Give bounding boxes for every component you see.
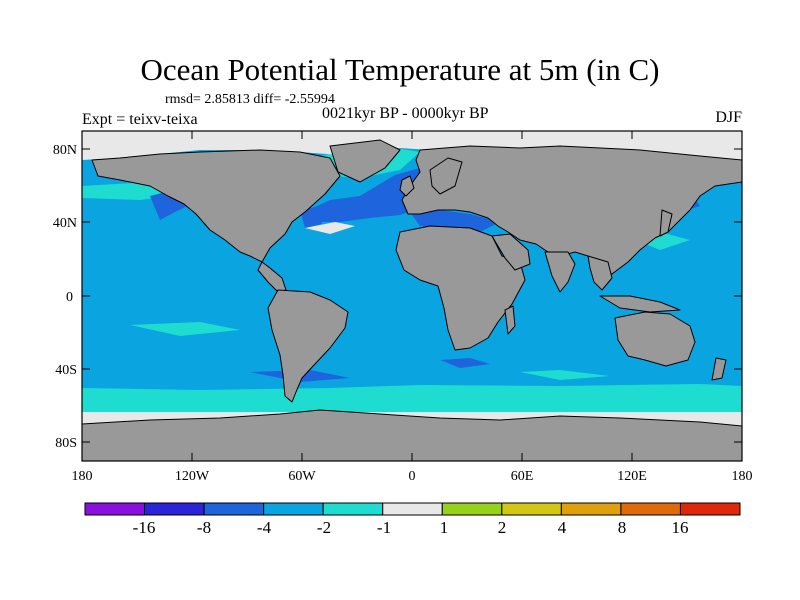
land-new-zealand (711, 357, 727, 381)
colorbar-label: -4 (257, 518, 272, 537)
land-australia (614, 311, 696, 367)
period-label: 0021kyr BP - 0000kyr BP (322, 105, 489, 122)
map-area (82, 131, 742, 461)
lon-tick-label: 60W (288, 469, 316, 484)
latitude-labels: 80N 40N 0 40S 80S (53, 143, 77, 451)
colorbar-label: -16 (133, 518, 156, 537)
lat-tick-label: 40N (53, 216, 77, 231)
latitude-axis (82, 148, 742, 443)
lon-tick-label: 120W (175, 469, 210, 484)
lon-tick-label: 60E (511, 469, 534, 484)
land-india (544, 251, 576, 293)
colorbar-swatch (382, 502, 443, 516)
colorbar-swatch (679, 502, 741, 516)
colorbar-swatch (322, 502, 384, 516)
land-arabia (491, 233, 531, 271)
land-madagascar (504, 305, 516, 335)
anomaly-band-indian-ocean (520, 370, 610, 380)
colorbar-label: 16 (672, 518, 689, 537)
land-masses (82, 139, 742, 461)
neutral-gulf-stream (305, 222, 355, 234)
colorbar-swatch (263, 502, 324, 516)
anomaly-deep-southern (250, 358, 490, 382)
lat-tick-label: 40S (55, 363, 77, 378)
colorbar-swatch (620, 502, 681, 516)
lat-tick-label: 80S (55, 436, 77, 451)
land-north-america (91, 149, 341, 263)
colorbar-swatch (560, 502, 622, 516)
statistics-label: rmsd= 2.85813 diff= -2.55994 (165, 92, 335, 107)
lon-tick-label: 120E (617, 469, 647, 484)
colorbar-label: -8 (197, 518, 211, 537)
colorbar-label: 4 (558, 518, 567, 537)
lon-tick-label: 180 (732, 469, 753, 484)
colorbar-swatch (144, 502, 205, 516)
anomaly-band-south-pacific (130, 322, 240, 336)
anomaly-band-north-pacific (82, 182, 170, 200)
colorbar-swatch (441, 502, 503, 516)
longitude-axis (81, 131, 743, 461)
land-japan (659, 209, 673, 237)
colorbar-label: -2 (317, 518, 331, 537)
colorbar-label: 2 (498, 518, 507, 537)
lon-tick-label: 0 (409, 469, 416, 484)
neutral-arctic (82, 131, 742, 165)
colorbar-swatch (501, 502, 562, 516)
map-title: Ocean Potential Temperature at 5m (in C) (140, 52, 660, 87)
colorbar-labels: -16 -8 -4 -2 -1 1 2 4 8 16 (133, 518, 689, 537)
colorbar-label: -1 (377, 518, 391, 537)
season-label: DJF (715, 109, 742, 126)
land-indonesia (599, 295, 681, 313)
land-southeast-asia (587, 255, 613, 291)
longitude-labels: 180 120W 60W 0 60E 120E 180 (72, 469, 753, 484)
land-greenland (329, 139, 401, 183)
colorbar (84, 502, 741, 516)
colorbar-swatch (203, 502, 265, 516)
land-scandinavia (429, 157, 463, 195)
lat-tick-label: 80N (53, 143, 77, 158)
land-antarctica (82, 409, 742, 461)
colorbar-label: 8 (618, 518, 627, 537)
colorbar-label: 1 (440, 518, 449, 537)
land-british-isles (399, 175, 415, 197)
lon-tick-label: 180 (72, 469, 93, 484)
lat-tick-label: 0 (66, 290, 73, 305)
anomaly-band-southern-ocean (82, 384, 742, 412)
experiment-label: Expt = teixv-teixa (82, 111, 198, 128)
colorbar-swatch (84, 502, 146, 516)
land-south-america (267, 289, 349, 403)
